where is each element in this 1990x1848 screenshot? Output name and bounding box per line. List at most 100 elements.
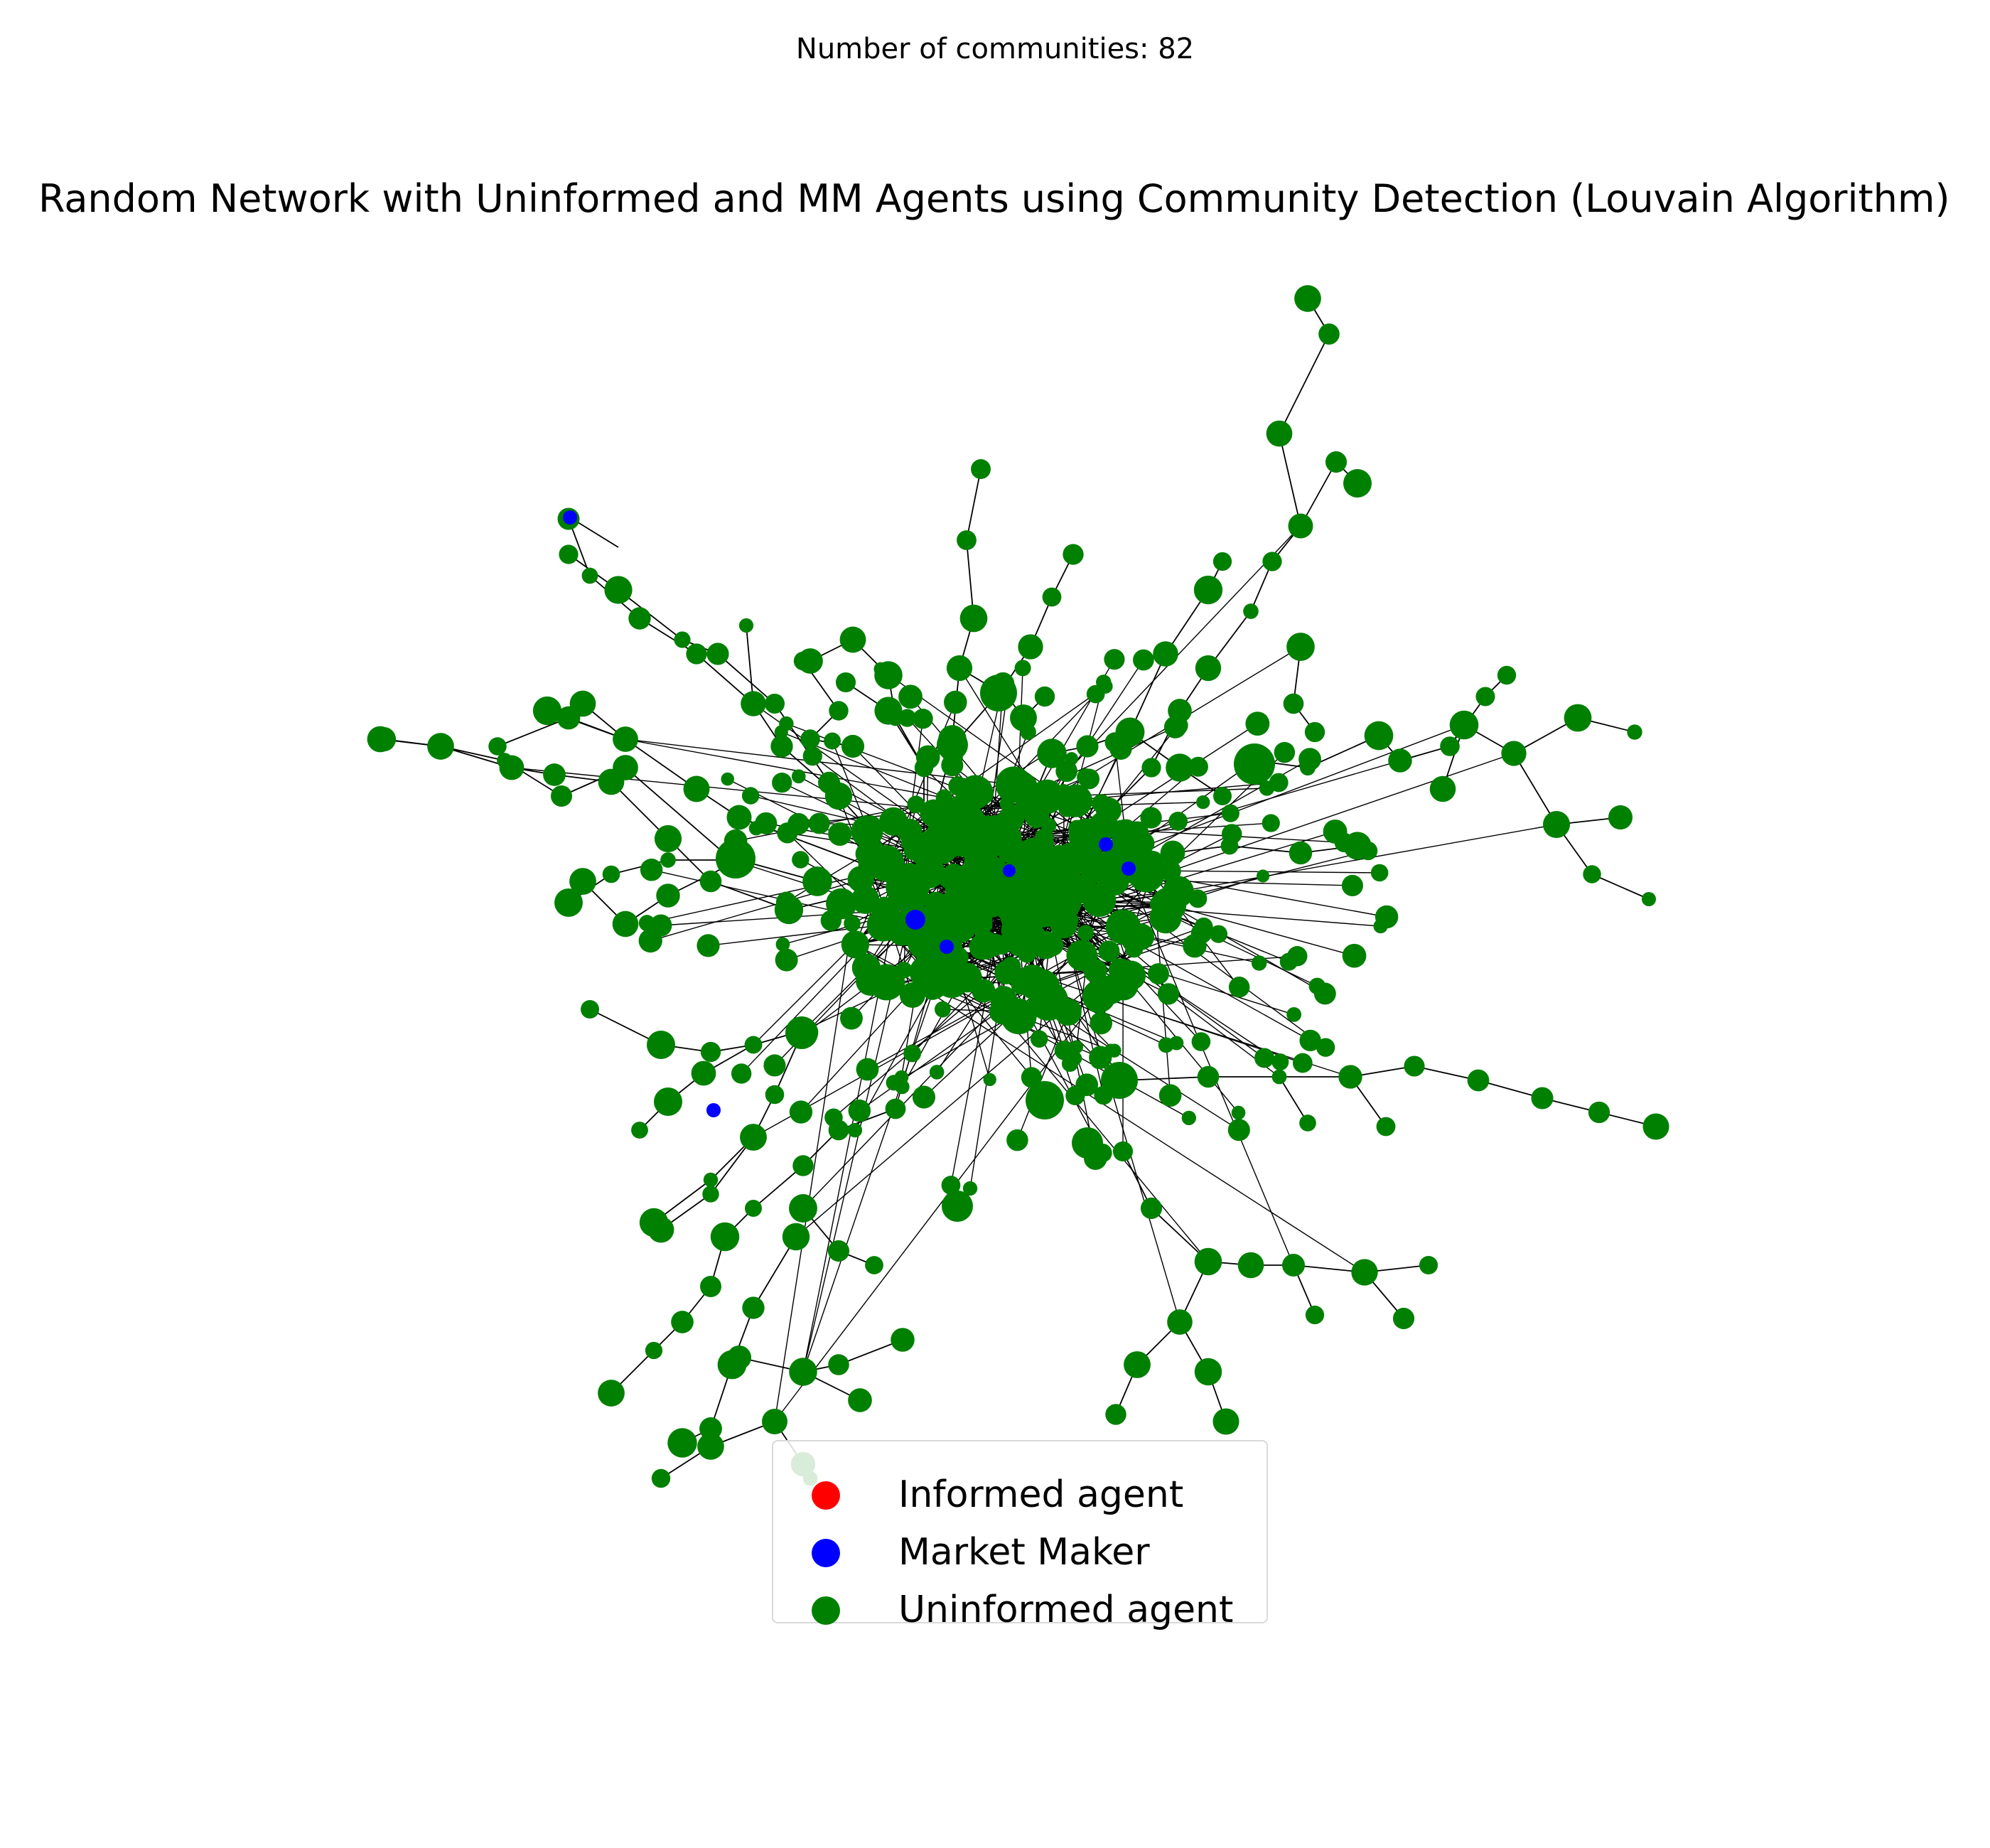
uninformed-node — [742, 1296, 765, 1319]
network-edge — [966, 468, 981, 541]
uninformed-node — [789, 1194, 817, 1223]
network-edge — [1513, 753, 1557, 825]
uninformed-node — [1018, 634, 1043, 660]
uninformed-node — [1370, 864, 1389, 882]
uninformed-node — [897, 818, 923, 844]
market-maker-node — [905, 910, 925, 930]
uninformed-node — [1070, 1040, 1084, 1054]
uninformed-node — [789, 1100, 813, 1124]
market-maker-node — [1122, 861, 1136, 876]
uninformed-node — [1183, 933, 1207, 958]
uninformed-node — [992, 935, 1011, 955]
uninformed-node — [716, 839, 755, 879]
network-edge — [1168, 904, 1355, 957]
uninformed-node — [1101, 1062, 1138, 1099]
uninformed-node — [1158, 1037, 1174, 1053]
uninformed-node — [770, 735, 793, 758]
uninformed-node — [1497, 665, 1517, 685]
network-edge — [774, 923, 853, 1422]
uninformed-node — [740, 1124, 767, 1151]
network-edge — [511, 767, 959, 812]
uninformed-node — [1355, 1262, 1375, 1282]
uninformed-node — [1068, 820, 1085, 837]
uninformed-node — [999, 900, 1031, 931]
uninformed-node — [1105, 1404, 1126, 1425]
uninformed-node — [1642, 1113, 1669, 1140]
uninformed-node — [808, 812, 830, 834]
uninformed-node — [914, 758, 934, 778]
uninformed-node — [1274, 741, 1296, 763]
uninformed-node — [686, 643, 707, 665]
uninformed-node — [1283, 693, 1304, 714]
uninformed-node — [1304, 721, 1325, 743]
uninformed-node — [1058, 799, 1077, 817]
uninformed-node — [827, 1240, 850, 1262]
market-maker-node — [706, 1103, 721, 1117]
uninformed-node — [1294, 285, 1321, 312]
uninformed-node — [841, 930, 870, 959]
uninformed-node — [841, 734, 865, 758]
uninformed-node — [1127, 923, 1154, 950]
uninformed-node — [1313, 982, 1336, 1005]
uninformed-node — [844, 915, 861, 933]
uninformed-node — [674, 631, 691, 648]
uninformed-node — [1343, 469, 1372, 498]
uninformed-node — [628, 607, 651, 630]
uninformed-node — [741, 691, 766, 716]
uninformed-node — [907, 795, 925, 814]
uninformed-node — [1343, 832, 1372, 860]
uninformed-node — [1149, 894, 1168, 913]
network-edge — [795, 948, 1135, 1237]
uninformed-node — [612, 910, 639, 938]
uninformed-node — [868, 845, 905, 882]
uninformed-node — [1112, 824, 1142, 856]
uninformed-node — [1234, 743, 1275, 785]
uninformed-node — [1564, 704, 1592, 732]
uninformed-node — [791, 1360, 815, 1384]
uninformed-node — [903, 840, 924, 861]
uninformed-node — [1376, 1117, 1396, 1137]
uninformed-node — [721, 772, 734, 786]
nodes-layer — [367, 285, 1669, 1488]
uninformed-node — [613, 726, 638, 752]
uninformed-node — [1279, 952, 1298, 971]
network-edge — [1133, 724, 1465, 852]
uninformed-node — [1030, 1030, 1048, 1048]
uninformed-node — [1065, 752, 1079, 765]
uninformed-node — [824, 732, 841, 750]
uninformed-node — [1034, 828, 1054, 847]
network-edge — [1060, 918, 1180, 1323]
uninformed-node — [1289, 841, 1313, 865]
uninformed-node — [925, 891, 947, 914]
uninformed-node — [929, 1065, 945, 1080]
legend-item-market-maker: Market Maker — [773, 1527, 1266, 1577]
uninformed-node — [631, 1122, 648, 1139]
uninformed-node — [1228, 977, 1250, 998]
uninformed-node — [920, 962, 954, 996]
uninformed-node — [1140, 1197, 1163, 1220]
uninformed-node — [581, 567, 598, 584]
uninformed-node — [856, 1058, 879, 1081]
uninformed-node — [870, 902, 902, 934]
uninformed-node — [1158, 1084, 1182, 1107]
uninformed-node — [598, 1380, 625, 1407]
network-edge — [746, 625, 754, 704]
uninformed-node — [1034, 789, 1058, 813]
uninformed-node — [964, 776, 993, 805]
uninformed-node — [660, 852, 676, 868]
uninformed-node — [969, 836, 996, 863]
uninformed-node — [847, 1122, 863, 1138]
network-edge — [1060, 918, 1259, 964]
uninformed-node — [1441, 738, 1458, 755]
uninformed-node — [1194, 1247, 1222, 1276]
network-edge — [855, 944, 1365, 1273]
uninformed-node — [912, 1085, 936, 1109]
uninformed-node — [1343, 1069, 1358, 1085]
uninformed-node — [700, 1041, 721, 1063]
uninformed-node — [700, 1276, 721, 1297]
uninformed-node — [1467, 1069, 1490, 1092]
uninformed-node — [1124, 1351, 1151, 1378]
uninformed-node — [1342, 943, 1367, 968]
uninformed-node — [1583, 865, 1601, 883]
uninformed-node — [1288, 513, 1313, 539]
